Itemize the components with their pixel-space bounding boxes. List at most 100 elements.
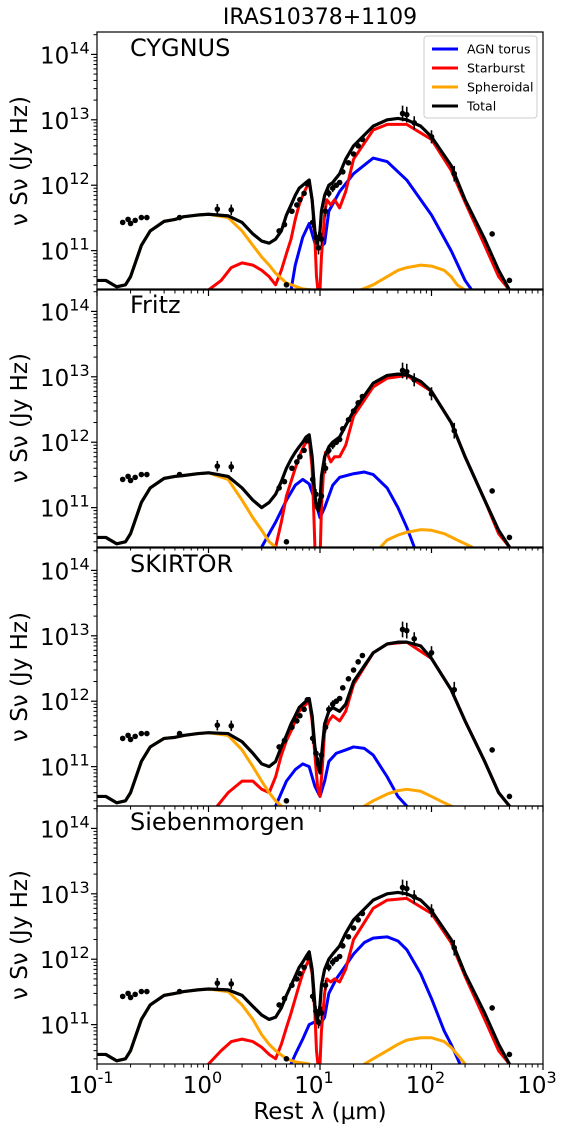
y-tick-label: 1011 <box>40 751 90 782</box>
data-point <box>339 426 346 432</box>
data-point <box>283 1056 290 1062</box>
series-line-agn-torus <box>289 935 462 1064</box>
data-point <box>399 884 406 891</box>
data-point <box>339 943 346 949</box>
sed-panel-cygnus: 1011 1012 1013 1014 ν Sν (Jy Hz) CYGNUS AGN to… <box>7 31 544 296</box>
data-point <box>322 208 329 215</box>
data-point <box>228 981 235 987</box>
data-point <box>350 667 357 673</box>
panel-label: Fritz <box>130 291 181 319</box>
series-line-spheroidal-cold <box>358 263 467 290</box>
x-tick-label: 103 <box>517 1068 556 1099</box>
y-tick-label: 1013 <box>40 104 90 135</box>
data-point <box>350 151 357 157</box>
data-point <box>315 502 322 508</box>
data-point <box>326 706 332 713</box>
y-tick-label: 1013 <box>40 878 90 909</box>
data-point <box>127 736 134 743</box>
y-tick-label: 1011 <box>40 492 90 523</box>
panel-label: CYGNUS <box>130 34 230 62</box>
data-point <box>313 491 319 498</box>
data-point <box>489 1005 495 1011</box>
data-point <box>294 202 300 208</box>
sed-panel-siebenmorgen: 10-1 100 101 102 103 1011 1012 1013 1014 ν Sν (Jy… <box>7 805 557 1099</box>
data-point <box>322 982 329 989</box>
data-point <box>489 488 495 494</box>
data-point <box>214 722 221 728</box>
data-point <box>326 964 332 971</box>
data-point <box>281 478 288 485</box>
data-point <box>326 190 332 197</box>
series-line-agn-torus <box>260 470 416 547</box>
data-point <box>144 471 150 478</box>
data-point <box>309 219 316 226</box>
data-point <box>125 473 131 480</box>
data-point <box>297 453 303 460</box>
data-point <box>318 493 325 499</box>
data-point <box>313 750 319 757</box>
data-point <box>289 724 295 731</box>
data-point <box>399 626 406 633</box>
data-point <box>283 282 290 288</box>
data-point <box>451 686 458 693</box>
y-tick-label: 1012 <box>40 426 90 457</box>
plot-area <box>97 362 513 547</box>
data-point <box>359 652 366 659</box>
data-point <box>411 893 418 900</box>
series-line-starburst <box>215 640 511 806</box>
legend-entry: AGN torus <box>467 42 530 57</box>
y-tick-label: 1014 <box>40 295 90 326</box>
data-point <box>301 964 307 971</box>
series-line-starburst <box>207 122 511 290</box>
data-point <box>403 368 410 375</box>
data-point <box>326 447 332 454</box>
data-point <box>428 907 435 914</box>
data-point <box>138 214 145 221</box>
legend-entry: Spheroidal <box>467 80 534 95</box>
data-point <box>313 1008 319 1015</box>
series-line-total <box>97 116 512 290</box>
plot-area <box>97 879 513 1064</box>
data-point <box>359 136 366 143</box>
panels: 1011 1012 1013 1014 ν Sν (Jy Hz) CYGNUS AGN to… <box>7 31 557 1099</box>
data-point <box>428 133 435 140</box>
y-axis-label: ν Sν (Jy Hz) <box>7 353 33 483</box>
data-point <box>350 408 357 414</box>
series-line-spheroidal-cold <box>362 1036 467 1064</box>
data-point <box>304 697 311 703</box>
data-point <box>132 474 138 481</box>
y-tick-label: 1012 <box>40 943 90 974</box>
series-line-agn-torus <box>289 156 474 290</box>
data-point <box>309 476 316 483</box>
data-point <box>506 277 513 284</box>
data-point <box>403 885 410 892</box>
data-point <box>289 982 295 989</box>
data-point <box>428 390 435 397</box>
data-point <box>228 207 235 213</box>
series-line-total <box>97 372 512 547</box>
data-point <box>214 463 221 469</box>
data-point <box>176 730 183 737</box>
data-point <box>294 976 300 982</box>
series-line-starburst <box>274 373 511 547</box>
data-point <box>228 464 235 470</box>
data-point <box>119 476 126 483</box>
data-point <box>355 917 361 923</box>
data-point <box>411 119 418 126</box>
data-point <box>399 110 406 117</box>
data-point <box>350 925 357 931</box>
data-point <box>336 436 343 443</box>
data-point <box>355 143 361 149</box>
data-point <box>336 179 343 186</box>
data-point <box>297 970 303 977</box>
y-axis-label: ν Sν (Jy Hz) <box>7 96 33 226</box>
y-axis-label: ν Sν (Jy Hz) <box>7 870 33 1000</box>
series-line-spheroidal-cold <box>362 787 453 806</box>
data-point <box>489 231 495 237</box>
data-point <box>506 534 513 541</box>
data-point <box>345 417 352 423</box>
legend-entry: Starburst <box>467 61 525 76</box>
data-point <box>315 761 322 767</box>
x-tick-label: 100 <box>183 1068 222 1099</box>
data-point <box>276 485 282 491</box>
